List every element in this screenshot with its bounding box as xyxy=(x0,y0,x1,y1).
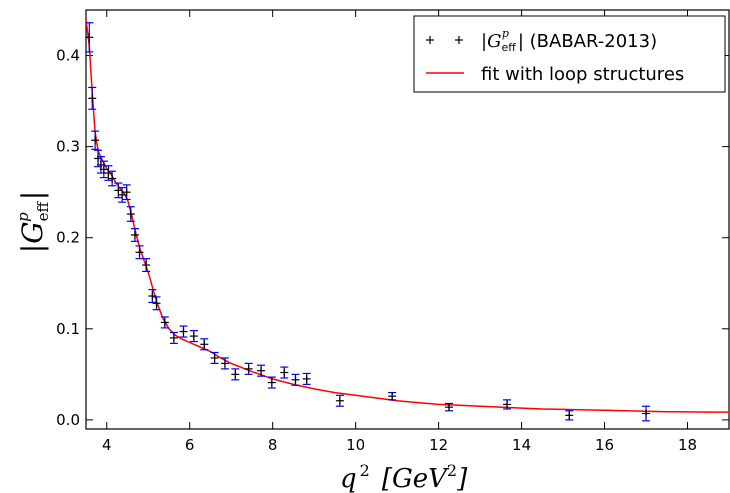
x-tick-label: 8 xyxy=(268,436,278,454)
y-tick-labels: 0.0 0.1 0.2 0.3 0.4 xyxy=(56,47,80,429)
legend-data-base: |G xyxy=(481,31,501,52)
x-label-unit-close: ] xyxy=(456,464,468,493)
legend-marker-data xyxy=(426,36,463,44)
data-series xyxy=(85,22,651,422)
y-tick-label: 0.0 xyxy=(56,411,80,429)
x-label-base: q xyxy=(340,464,357,493)
y-tick-label: 0.3 xyxy=(56,138,80,156)
data-point xyxy=(118,187,127,203)
data-point xyxy=(302,372,311,385)
data-point xyxy=(122,184,131,201)
data-point xyxy=(135,245,144,260)
y-tick-label: 0.4 xyxy=(56,47,80,65)
data-point xyxy=(88,86,97,110)
data-point xyxy=(179,325,188,338)
data-point xyxy=(99,160,108,179)
data-point xyxy=(220,357,229,370)
data-point xyxy=(189,330,198,343)
x-tick-label: 18 xyxy=(678,436,697,454)
data-point xyxy=(142,258,151,273)
y-tick-label: 0.1 xyxy=(56,320,80,338)
y-label-base: |G xyxy=(16,221,49,253)
y-axis-label: |Geffp | xyxy=(14,191,52,253)
x-label-unit-exp: 2 xyxy=(447,461,457,480)
data-point xyxy=(91,130,100,150)
data-point xyxy=(267,376,276,389)
x-tick-label: 4 xyxy=(102,436,112,454)
data-point xyxy=(152,296,161,311)
data-point xyxy=(200,338,209,351)
x-tick-label: 14 xyxy=(512,436,531,454)
data-point xyxy=(148,289,157,303)
data-point xyxy=(96,156,105,174)
legend-data-sub: eff xyxy=(501,41,516,54)
x-tick-labels: 4 6 8 10 12 14 16 18 xyxy=(102,436,697,454)
plot-area xyxy=(85,9,730,430)
y-tick-label: 0.2 xyxy=(56,229,80,247)
data-point xyxy=(85,22,94,53)
legend-data-sup: p xyxy=(502,27,509,40)
y-label-sup: p xyxy=(14,212,32,222)
legend: |Geffp | (BABAR-2013) fit with loop struc… xyxy=(413,15,726,93)
data-point xyxy=(257,364,266,377)
x-tick-label: 10 xyxy=(346,436,365,454)
data-point xyxy=(280,366,289,379)
data-point xyxy=(388,391,397,401)
data-point xyxy=(503,399,512,410)
data-point xyxy=(335,394,344,407)
data-point xyxy=(169,331,178,344)
data-point xyxy=(130,228,139,242)
data-point xyxy=(108,170,117,187)
y-label-sub: eff xyxy=(34,201,52,222)
x-axis-label: q 2 [GeV2] xyxy=(340,461,468,493)
x-tick-label: 6 xyxy=(185,436,195,454)
y-label-close: | xyxy=(16,191,49,200)
data-point xyxy=(565,410,574,421)
legend-data-rest: | (BABAR-2013) xyxy=(518,31,657,52)
legend-entry-fit: fit with loop structures xyxy=(481,64,684,85)
data-point xyxy=(104,165,113,181)
data-point xyxy=(231,368,240,381)
legend-entry-data: |Geffp | (BABAR-2013) xyxy=(481,27,657,54)
x-tick-label: 16 xyxy=(595,436,614,454)
data-point xyxy=(642,405,651,422)
x-tick-label: 12 xyxy=(429,436,448,454)
data-point xyxy=(210,351,219,365)
data-point xyxy=(244,362,253,375)
data-point xyxy=(444,402,453,412)
data-point xyxy=(291,373,300,386)
data-point xyxy=(126,206,135,222)
legend-box xyxy=(413,15,726,93)
x-label-exp: 2 xyxy=(360,461,370,480)
x-label-unit-open: [GeV xyxy=(382,464,449,493)
data-point xyxy=(160,316,169,329)
